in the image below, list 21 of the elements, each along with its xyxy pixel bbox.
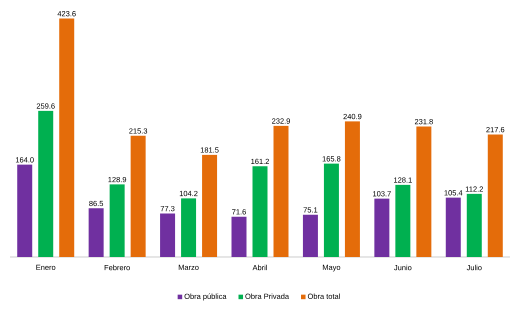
bar	[274, 126, 288, 257]
bar	[374, 198, 390, 257]
bar	[181, 198, 196, 257]
bar	[252, 166, 268, 257]
bar	[344, 121, 360, 257]
bar	[302, 214, 318, 257]
bar	[466, 194, 482, 257]
bar	[488, 134, 503, 257]
bar	[324, 164, 339, 257]
bar	[416, 126, 432, 257]
bar	[446, 198, 461, 257]
bar	[130, 136, 146, 257]
bar	[38, 110, 54, 257]
bar	[202, 154, 218, 257]
bar	[59, 18, 74, 257]
bar	[232, 216, 246, 257]
bar	[17, 164, 32, 257]
bar	[88, 208, 104, 257]
bar	[160, 213, 176, 257]
bar	[395, 184, 410, 257]
bar	[110, 184, 125, 257]
